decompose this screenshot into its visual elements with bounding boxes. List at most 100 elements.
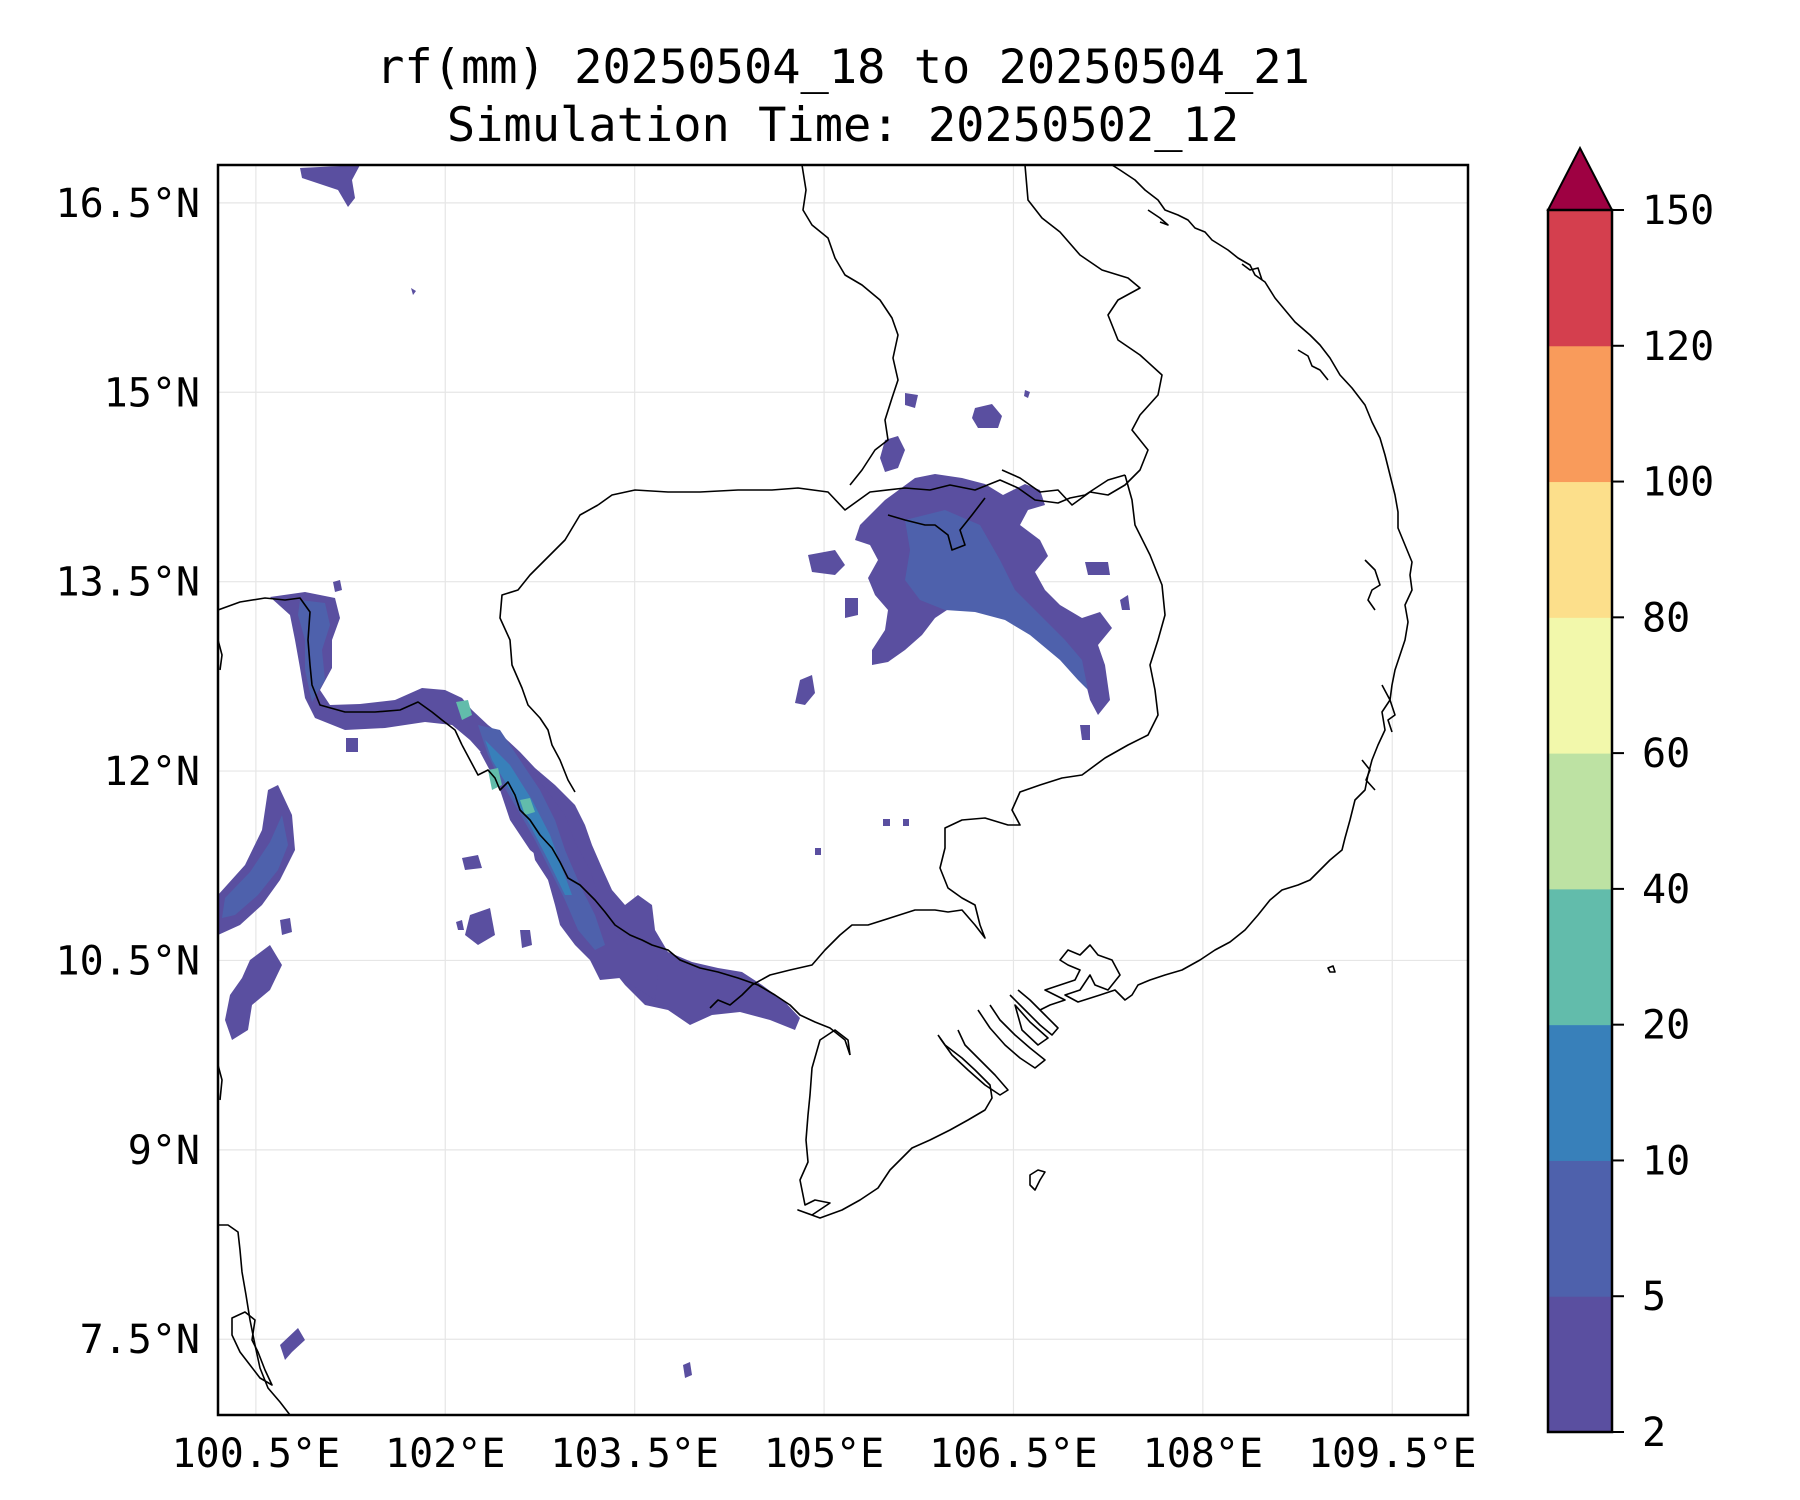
lon-tick-label: 103.5°E	[550, 1431, 719, 1477]
colorbar-tick-label: 60	[1642, 731, 1690, 777]
colorbar-box	[1548, 481, 1612, 618]
rain-band-coastal-upper	[298, 600, 330, 702]
colorbar-box	[1548, 210, 1612, 347]
rain-area-northeast-blob	[972, 404, 1002, 428]
colorbar-tick-label: 10	[1642, 1138, 1690, 1184]
colorbar-frame	[1546, 208, 1614, 1434]
coast-malay-island	[231, 1311, 273, 1386]
lat-tick-label: 12°N	[104, 749, 200, 795]
map-title: rf(mm) 20250504_18 to 20250504_21	[376, 40, 1310, 95]
border-thailand-laos	[801, 165, 899, 486]
coast-vietnam-detail-5	[1381, 684, 1396, 733]
colorbar-box	[1548, 1296, 1612, 1433]
lat-tick-label: 10.5°N	[56, 938, 201, 984]
rain-area-central-speck-2	[1120, 595, 1130, 610]
rain-area-west-lower-2	[280, 918, 292, 935]
coast-delta-branch-3	[1009, 989, 1059, 1036]
colorbar-tick-label: 150	[1642, 188, 1714, 234]
lon-tick-label: 108°E	[1143, 1431, 1263, 1477]
lon-tick-label: 105°E	[764, 1431, 884, 1477]
rain-area-northeast-small	[905, 393, 918, 408]
coast-vietnam-detail-4	[1364, 559, 1381, 611]
colorbar-tick-label: 100	[1642, 460, 1714, 506]
rain-area-dot-4	[1024, 390, 1030, 398]
rain-area-gulf-5	[456, 920, 464, 930]
rain-area-edge-speck	[333, 580, 342, 592]
coast-delta-branch-1	[939, 1029, 1009, 1096]
border-laos-cambodia-inner	[887, 497, 986, 551]
colorbar-tick-label: 120	[1642, 324, 1714, 370]
coastlines-borders	[218, 165, 1413, 1415]
lat-tick-label: 9°N	[128, 1128, 200, 1174]
colorbar-boxes	[1548, 210, 1612, 1433]
rain-area-central-east-core	[905, 510, 1088, 690]
rain-area-gulf-1	[462, 855, 482, 870]
coast-myanmar-edge	[218, 639, 223, 671]
border-cambodia-vietnam	[709, 474, 1166, 1009]
border-cambodia-north	[597, 474, 1126, 511]
rain-area-gulf-2	[465, 908, 495, 945]
coast-delta-branch-2	[977, 1004, 1046, 1069]
coast-myanmar-edge-2	[218, 1064, 223, 1101]
lon-tick-label: 106.5°E	[929, 1431, 1098, 1477]
latitude-tick-labels: 16.5°N 15°N 13.5°N 12°N 10.5°N 9°N 7.5°N	[56, 181, 201, 1363]
colorbar: 2 5 10 20 40 60 80 100 120 150	[1546, 145, 1714, 1456]
lon-tick-label: 102°E	[385, 1431, 505, 1477]
colorbar-box	[1548, 1024, 1612, 1161]
rain-area-dot-1	[883, 819, 890, 826]
colorbar-tick-label: 2	[1642, 1410, 1666, 1456]
lat-tick-label: 15°N	[104, 370, 200, 416]
rain-area-gulf-4	[346, 738, 358, 752]
colorbar-box	[1548, 753, 1612, 890]
rain-area-far-west-core	[222, 815, 288, 918]
coast-malay-peninsula	[218, 1224, 291, 1415]
gridlines	[218, 165, 1468, 1415]
map-panel: 100.5°E 102°E 103.5°E 105°E 106.5°E 108°E 109.…	[56, 163, 1477, 1477]
rain-area-west-lower	[225, 945, 282, 1040]
coast-gulf-of-thailand-east	[461, 744, 851, 1056]
colorbar-box	[1548, 617, 1612, 754]
lon-tick-label: 100.5°E	[172, 1431, 341, 1477]
map-background	[218, 165, 1468, 1415]
colorbar-box	[1548, 345, 1612, 483]
rain-band-peak-1	[456, 700, 472, 720]
coast-delta-branch-4	[1014, 1004, 1049, 1046]
lat-tick-label: 13.5°N	[56, 560, 201, 606]
colorbar-box	[1548, 1160, 1612, 1297]
rain-area-central-speck	[1085, 562, 1110, 575]
rain-area-central-patch	[808, 550, 845, 575]
rain-area-gulf-3	[520, 930, 532, 948]
colorbar-tick-label: 5	[1642, 1274, 1666, 1320]
coast-vietnam-detail-3	[1297, 349, 1329, 381]
rain-area-east-small	[880, 436, 905, 472]
lat-tick-label: 7.5°N	[80, 1317, 200, 1363]
rain-area-west-central-2	[845, 598, 858, 618]
colorbar-tick-label: 40	[1642, 867, 1690, 913]
rain-area-south-speck	[683, 1362, 692, 1378]
border-thailand-cambodia	[499, 504, 599, 793]
map-subtitle: Simulation Time: 20250502_12	[446, 98, 1240, 153]
coast-vietnam-detail-6	[1361, 759, 1376, 791]
map-frame	[216, 163, 1470, 1417]
colorbar-extend-arrow	[1546, 145, 1614, 211]
colorbar-ticks: 2 5 10 20 40 60 80 100 120 150	[1612, 188, 1714, 1456]
coast-vietnam-detail-2	[1241, 263, 1263, 281]
rain-area-east-bottom	[1080, 725, 1090, 740]
coast-vietnam-detail-1	[1147, 209, 1169, 226]
colorbar-box	[1548, 888, 1612, 1026]
border-thailand-west	[218, 597, 463, 746]
rain-band-peak-3	[520, 798, 535, 815]
island-con-son	[1327, 965, 1336, 973]
colorbar-tick-label: 80	[1642, 595, 1690, 641]
rain-area-north-edge	[300, 165, 360, 207]
colorbar-tick-label: 20	[1642, 1003, 1690, 1049]
island-phu-quoc	[1029, 1169, 1046, 1191]
rain-area-dot-2	[903, 819, 909, 826]
rain-area-west-central	[795, 675, 815, 705]
coast-mekong-delta	[797, 1029, 993, 1219]
rain-area-south-west	[280, 1328, 305, 1360]
rain-area-dot-3	[815, 848, 821, 855]
lon-tick-label: 109.5°E	[1308, 1431, 1477, 1477]
rain-area-speck	[411, 288, 416, 295]
